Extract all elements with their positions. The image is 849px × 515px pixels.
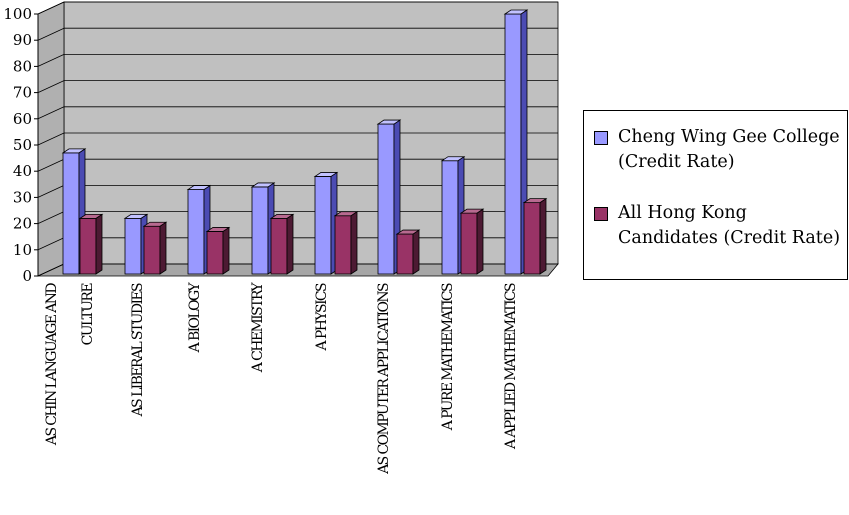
y-tick-label: 50 — [13, 136, 32, 154]
category-label: A BIOLOGY — [187, 282, 203, 354]
category-label: A PHYSICS — [314, 283, 330, 351]
category-labels: AS CHIN LANGUAGE AND CULTURE AS LIBERAL ST… — [44, 282, 519, 475]
bar-side — [95, 213, 103, 275]
bar-top — [440, 156, 466, 162]
bar-chart: 0 10 20 30 40 50 60 70 80 90 100 AS CHIN LANGUAGE … — [3, 1, 559, 475]
bar-side — [286, 213, 294, 275]
bar-side — [350, 210, 358, 275]
category-label: CULTURE — [80, 283, 96, 346]
bar-top — [78, 213, 104, 219]
y-tick-label: 10 — [13, 241, 32, 259]
bar-front — [334, 215, 352, 275]
category-label: A APPLIED MATHEMATICS — [503, 283, 519, 450]
y-tick-label: 60 — [13, 110, 32, 128]
bar-front — [504, 13, 522, 275]
bar-top — [61, 148, 87, 154]
bar-series-2 — [459, 208, 485, 275]
bar-series-2 — [522, 197, 548, 275]
gridline-depth — [37, 211, 65, 224]
bar-top — [205, 227, 231, 232]
bar-side — [222, 226, 230, 275]
bar-series-2 — [142, 221, 168, 275]
y-tick-label: 100 — [3, 5, 32, 23]
gridline-depth — [37, 54, 65, 67]
bar-top — [250, 182, 276, 188]
bar-top — [522, 198, 548, 204]
gridline-depth — [37, 185, 65, 198]
bar-front — [523, 202, 541, 275]
bar-top — [376, 119, 402, 125]
y-tick-label: 30 — [13, 188, 32, 206]
bar-top — [186, 185, 212, 190]
bar-top — [459, 208, 485, 214]
bar-side — [159, 221, 167, 275]
legend-label-series-2: All Hong Kong Candidates (Credit Rate) — [618, 203, 841, 248]
bar-front — [206, 231, 224, 275]
bar-top — [123, 213, 149, 219]
y-tick-label: 0 — [22, 267, 32, 285]
bar-front — [251, 186, 269, 275]
bar-series-2 — [205, 226, 231, 275]
bar-top — [142, 221, 168, 227]
bar-top — [503, 9, 529, 15]
bar-front — [396, 233, 414, 275]
bar-front — [314, 176, 332, 275]
gridline-depth — [37, 132, 65, 146]
bar-top — [313, 172, 339, 177]
legend-label-series-1: Cheng Wing Gee College (Credit Rate) — [618, 127, 840, 172]
y-axis: 0 10 20 30 40 50 60 70 80 90 100 — [3, 5, 39, 285]
bar-side — [539, 197, 547, 275]
legend-swatch-series-1 — [594, 131, 608, 145]
bar-top — [333, 211, 359, 217]
legend-item-series-1: Cheng Wing Gee College (Credit Rate) — [594, 125, 843, 175]
bar-front — [79, 217, 97, 275]
bar-series-2 — [333, 210, 359, 275]
bar-side — [412, 229, 420, 275]
category-label: AS CHIN LANGUAGE AND — [44, 283, 60, 446]
bar-series-2 — [269, 213, 295, 275]
bars — [61, 9, 548, 275]
legend: Cheng Wing Gee College (Credit Rate) All… — [583, 110, 848, 280]
y-tick-label: 80 — [13, 57, 32, 75]
bar-front — [124, 217, 142, 275]
bar-top — [269, 213, 295, 219]
bar-front — [62, 152, 80, 275]
gridline-depth — [37, 27, 65, 41]
category-label: AS COMPUTER APPLICATIONS — [376, 283, 392, 475]
bar-front — [270, 217, 288, 275]
category-label: AS LIBERAL STUDIES — [130, 283, 146, 417]
y-tick-label: 70 — [13, 84, 32, 102]
y-tick-label: 40 — [13, 162, 32, 180]
category-label: A CHEMISTRY — [250, 282, 266, 374]
bar-front — [143, 225, 161, 275]
category-label: A PURE MATHEMATICS — [440, 283, 456, 431]
gridline-depth — [37, 1, 65, 15]
gridline-depth — [37, 106, 65, 120]
chart-area: 0 10 20 30 40 50 60 70 80 90 100 AS CHIN LANGUAGE … — [3, 1, 559, 475]
bar-series-1 — [503, 9, 529, 275]
y-tick-label: 20 — [13, 215, 32, 233]
bar-side — [476, 208, 484, 275]
bar-top — [395, 229, 421, 235]
bar-front — [377, 123, 395, 275]
bar-front — [460, 212, 478, 275]
gridline-depth — [37, 237, 65, 251]
legend-swatch-series-2 — [594, 207, 608, 221]
gridline-depth — [37, 263, 65, 277]
legend-item-series-2: All Hong Kong Candidates (Credit Rate) — [594, 201, 843, 251]
gridline-depth — [37, 80, 65, 93]
gridline-depth — [37, 158, 65, 172]
bar-series-1 — [313, 171, 339, 275]
bar-front — [441, 160, 459, 275]
bar-series-2 — [395, 229, 421, 275]
y-tick-label: 90 — [13, 31, 32, 49]
bar-series-2 — [78, 213, 104, 275]
bar-front — [187, 189, 205, 275]
